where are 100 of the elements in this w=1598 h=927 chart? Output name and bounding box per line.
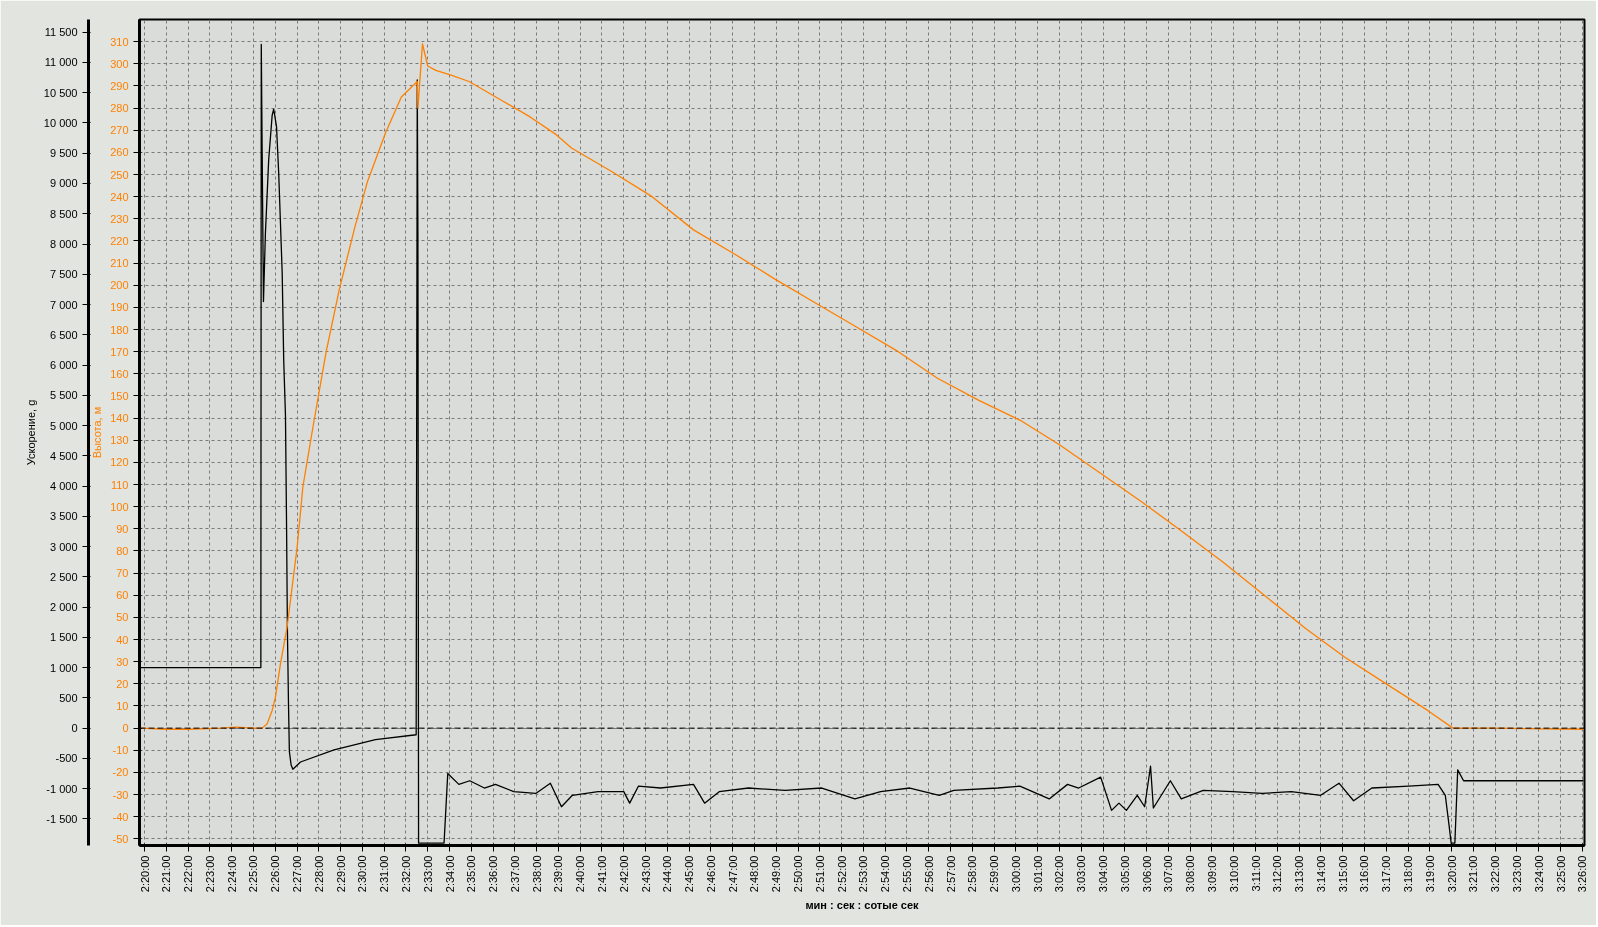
y2-tick-label: 6 000 [49,359,78,372]
y-tick-label: 150 [110,389,129,402]
x-tick-label: 3:06:00 [1140,855,1153,893]
x-tick-label: 3:21:00 [1467,855,1480,893]
y2-tick-label: 5 500 [49,389,78,402]
y-tick-label: 300 [110,57,129,70]
x-tick-label: 2:21:00 [160,855,173,893]
x-tick-label: 2:39:00 [552,855,565,893]
x-tick-label: 2:26:00 [269,855,282,893]
y-tick-label: 240 [110,190,129,203]
x-tick-label: 3:20:00 [1445,855,1458,893]
x-tick-label: 2:22:00 [182,855,195,893]
y2-tick-label: 1 000 [49,661,78,674]
x-tick-label: 3:17:00 [1380,855,1393,893]
x-tick-label: 3:22:00 [1489,855,1502,893]
y2-tick-label: 10 000 [43,116,78,129]
y2-tick-label: 2 500 [49,570,78,583]
x-tick-label: 3:00:00 [1009,855,1022,893]
x-tick-label: 2:31:00 [378,855,391,893]
x-tick-label: 3:04:00 [1097,855,1110,893]
x-tick-label: 2:49:00 [770,855,783,893]
y-tick-label: 60 [116,589,129,602]
x-tick-label: 2:35:00 [465,855,478,893]
y-tick-label: 280 [110,102,129,115]
x-tick-label: 3:14:00 [1314,855,1327,893]
y2-tick-label: -1 500 [46,812,78,825]
x-tick-label: 2:53:00 [857,855,870,893]
y2-tick-label: -500 [55,752,78,765]
x-tick-label: 3:15:00 [1336,855,1349,893]
x-tick-label: 3:13:00 [1293,855,1306,893]
x-tick-label: 2:54:00 [879,855,892,893]
y-tick-label: 270 [110,124,129,137]
x-tick-label: 2:25:00 [247,855,260,893]
x-tick-label: 2:46:00 [704,855,717,893]
x-tick-label: 2:34:00 [443,855,456,893]
y2-tick-label: 4 500 [49,449,78,462]
x-tick-label: 2:48:00 [748,855,761,893]
x-tick-label: 3:19:00 [1423,855,1436,893]
x-tick-label: 2:32:00 [399,855,412,893]
x-tick-label: 2:50:00 [792,855,805,893]
y2-tick-label: 2 000 [49,601,78,614]
x-tick-label: 3:11:00 [1249,855,1262,892]
y-tick-label: 230 [110,212,129,225]
x-tick-label: 2:44:00 [661,855,674,893]
y2-tick-label: 6 500 [49,328,78,341]
y-tick-label: 20 [116,677,129,690]
x-tick-label: 2:40:00 [574,855,587,893]
x-tick-label: 2:57:00 [944,855,957,893]
x-tick-label: 2:29:00 [334,855,347,893]
y-tick-label: 220 [110,234,129,247]
y2-tick-label: 3 500 [49,510,78,523]
y-tick-label: 140 [110,412,129,425]
y-tick-label: 40 [116,633,129,646]
y-tick-label: -20 [112,766,129,779]
x-tick-label: 3:01:00 [1031,855,1044,893]
x-tick-label: 3:23:00 [1510,855,1523,893]
y-tick-label: 210 [110,257,129,270]
x-tick-label: 3:09:00 [1205,855,1218,893]
x-tick-label: 3:03:00 [1075,855,1088,893]
y2-tick-label: 1 500 [49,631,78,644]
y2-tick-label: 7 000 [49,298,78,311]
y2-tick-label: 500 [59,691,78,704]
y-tick-label: 290 [110,79,129,92]
x-tick-label: 2:36:00 [487,855,500,893]
x-tick-label: 3:02:00 [1053,855,1066,893]
x-tick-label: 2:27:00 [291,855,304,893]
y2-tick-label: 8 000 [49,238,78,250]
y-tick-label: 80 [116,544,129,557]
y-tick-label: 120 [110,456,129,469]
x-tick-label: 2:42:00 [617,855,630,893]
y-tick-label: 100 [110,500,129,513]
y2-tick-label: -1 000 [46,782,78,795]
y-tick-label: -30 [112,788,129,801]
y2-tick-label: 11 500 [44,26,78,39]
x-tick-label: 2:47:00 [726,855,739,893]
y2-tick-label: 3 000 [49,540,78,553]
x-tick-label: 3:24:00 [1532,855,1545,893]
y-tick-label: 260 [110,146,129,159]
x-tick-label: 2:33:00 [421,855,434,893]
x-tick-label: 2:38:00 [530,855,543,893]
y2-tick-label: 7 500 [49,268,78,281]
x-tick-label: 2:59:00 [988,855,1001,893]
x-tick-label: 2:52:00 [835,855,848,893]
y2-tick-label: 10 500 [43,86,78,99]
y-tick-label: 250 [110,168,129,181]
y-tick-label: 90 [116,522,129,535]
x-tick-label: 3:07:00 [1162,855,1175,893]
y-tick-label: 310 [110,35,129,48]
x-tick-label: 3:18:00 [1402,855,1415,893]
x-axis-title: мин : сек : сотые сек [805,899,920,912]
x-tick-label: 3:10:00 [1227,855,1240,893]
y-tick-label: -10 [112,744,129,757]
x-tick-label: 2:51:00 [813,855,826,893]
x-tick-label: 2:55:00 [900,855,913,893]
y2-axis-title: Ускорение, g [24,399,37,466]
y-tick-label: 30 [116,655,129,668]
x-tick-label: 2:43:00 [639,855,652,893]
y2-tick-label: 9 000 [49,177,78,190]
y-tick-label: 10 [116,699,129,712]
x-tick-label: 2:58:00 [966,855,979,893]
